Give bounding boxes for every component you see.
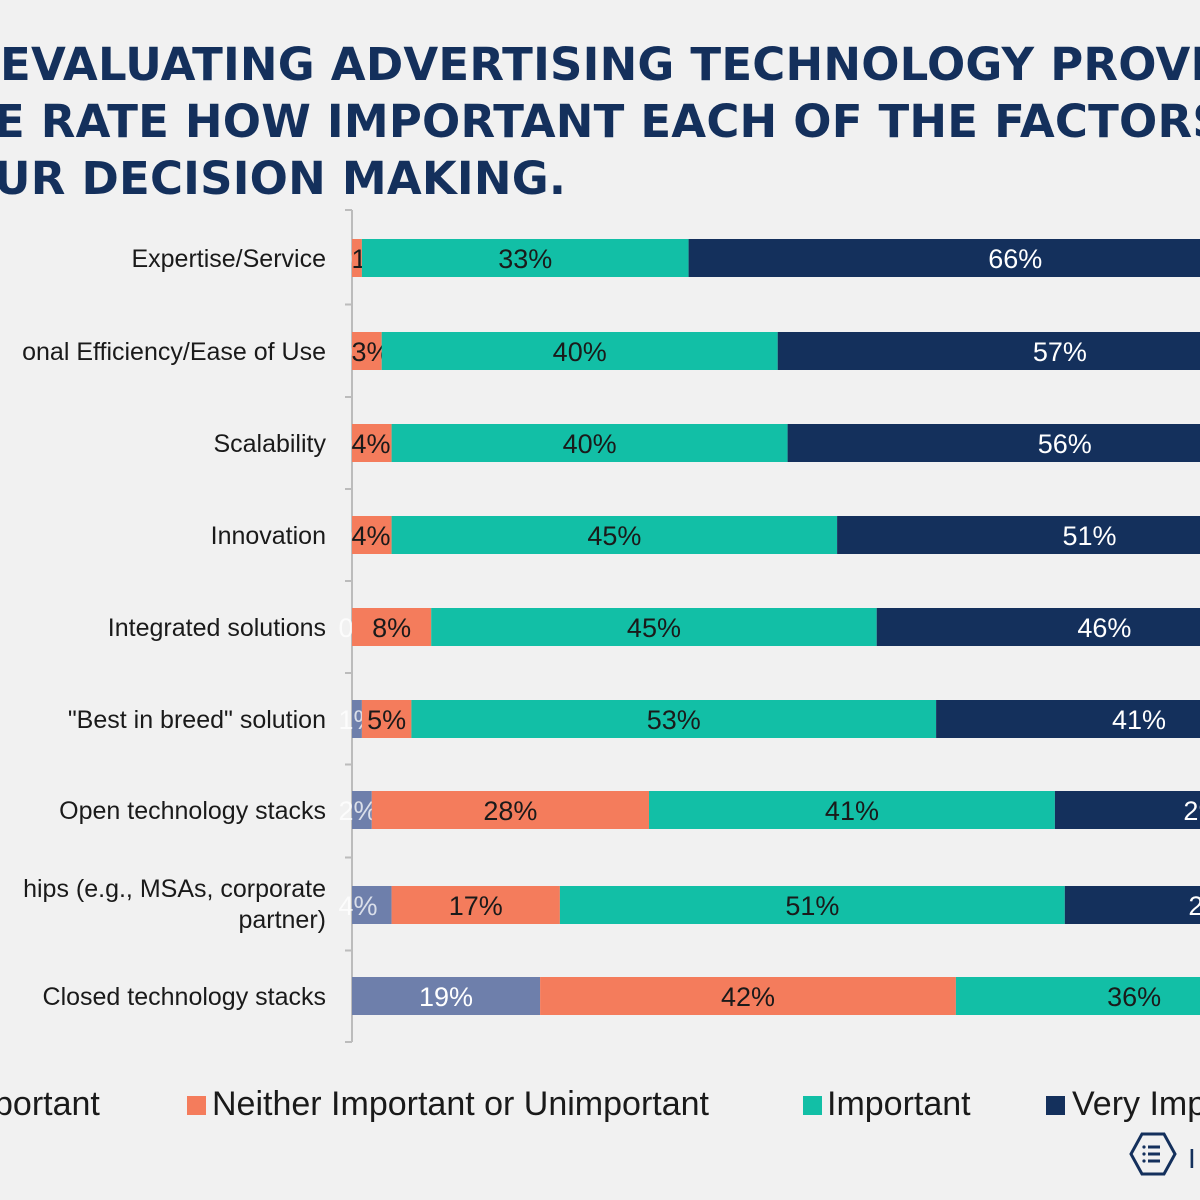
data-label: 19%	[419, 982, 473, 1012]
title-line-2: E RATE HOW IMPORTANT EACH OF THE FACTORS…	[0, 95, 1200, 148]
data-label: 4%	[351, 429, 390, 459]
bar-segment	[955, 977, 1200, 1015]
data-label: 36%	[1107, 982, 1161, 1012]
category-label-line: Closed technology stacks	[43, 983, 326, 1011]
bar-segment	[361, 700, 412, 738]
bar-segment	[688, 239, 1200, 277]
bar-segment	[352, 791, 372, 829]
category-label-line: "Best in breed" solution	[68, 706, 326, 734]
bar-segment	[352, 516, 392, 554]
bar-segment	[411, 700, 937, 738]
bar-segment	[361, 239, 689, 277]
category-label-line: Open technology stacks	[59, 797, 326, 825]
chart-title: EVALUATING ADVERTISING TECHNOLOGY PROVID…	[0, 36, 1200, 207]
category-label-line: hips (e.g., MSAs, corporate	[23, 875, 326, 903]
category-label-line: partner)	[238, 906, 326, 934]
data-label: 46%	[1077, 613, 1131, 643]
data-label: 51%	[1063, 521, 1117, 551]
legend-swatch	[803, 1096, 822, 1115]
bar-segment	[352, 977, 541, 1015]
bar-segment	[352, 886, 392, 924]
category-label-line: onal Efficiency/Ease of Use	[22, 338, 326, 366]
bar-segment	[559, 886, 1065, 924]
category-label-line: Integrated solutions	[108, 614, 326, 642]
data-label: 8%	[372, 613, 411, 643]
bar-segment	[876, 608, 1200, 646]
bar-segment	[371, 791, 649, 829]
bar-segment	[352, 700, 362, 738]
data-label: 41%	[1112, 705, 1166, 735]
legend: portant Neither Important or Unimportant I…	[0, 1084, 1200, 1128]
data-label: 42%	[721, 982, 775, 1012]
data-label: 56%	[1038, 429, 1092, 459]
logo-text: I	[1188, 1143, 1196, 1174]
bar-segment	[352, 424, 392, 462]
data-label: 40%	[553, 337, 607, 367]
data-label: 33%	[498, 244, 552, 274]
bar-segment	[352, 239, 362, 277]
bar-segment	[1064, 886, 1200, 924]
data-label: 51%	[785, 891, 839, 921]
data-label: 4%	[351, 521, 390, 551]
data-label: 5%	[367, 705, 406, 735]
bar-segment	[352, 608, 432, 646]
data-label: 2%	[338, 796, 377, 826]
data-label: 4%	[338, 891, 377, 921]
category-label: Scalability	[213, 430, 326, 458]
category-label-line: Scalability	[213, 430, 326, 458]
title-line-3: UR DECISION MAKING.	[0, 152, 567, 205]
bar-segment	[540, 977, 956, 1015]
category-label: onal Efficiency/Ease of Use	[22, 338, 326, 366]
bar-segment	[787, 424, 1200, 462]
category-label: hips (e.g., MSAs, corporate partner)	[23, 875, 326, 934]
category-label: Integrated solutions	[108, 614, 326, 642]
data-label: 28	[1188, 891, 1200, 921]
legend-label: portant	[0, 1085, 100, 1123]
data-label: 41%	[825, 796, 879, 826]
data-label: 45%	[627, 613, 681, 643]
category-label: Expertise/Service	[131, 245, 326, 273]
bar-segment	[391, 424, 788, 462]
category-label-line: Expertise/Service	[131, 245, 326, 273]
data-label: 57%	[1033, 337, 1087, 367]
category-label: Innovation	[211, 522, 326, 550]
bar-segment	[431, 608, 877, 646]
bar-segment	[837, 516, 1200, 554]
data-label: 45%	[587, 521, 641, 551]
category-label: Closed technology stacks	[43, 983, 326, 1011]
data-label: 29	[1183, 796, 1200, 826]
bar-segment	[649, 791, 1055, 829]
legend-label: Very Imp	[1072, 1085, 1200, 1123]
stacked-bar-chart: Expertise/Service onal Efficiency/Ease of…	[22, 209, 1200, 1043]
data-label: 66%	[988, 244, 1042, 274]
legend-swatch	[187, 1096, 206, 1115]
legend-label: Neither Important or Unimportant	[212, 1085, 709, 1123]
legend-swatch	[1046, 1096, 1065, 1115]
data-label: 53%	[647, 705, 701, 735]
data-label: 40%	[563, 429, 617, 459]
category-label-line: Innovation	[211, 522, 326, 550]
logo: I	[1118, 1126, 1200, 1200]
category-label: Open technology stacks	[59, 797, 326, 825]
category-label: "Best in breed" solution	[68, 706, 326, 734]
data-label: 28%	[483, 796, 537, 826]
legend-label: Important	[827, 1085, 971, 1123]
hexagon-list-icon: I	[1129, 1132, 1196, 1176]
data-label: 17%	[449, 891, 503, 921]
bar-segment	[352, 332, 382, 370]
title-line-1: EVALUATING ADVERTISING TECHNOLOGY PROVID…	[0, 38, 1200, 91]
bar-segment	[936, 700, 1200, 738]
bar-segment	[777, 332, 1200, 370]
bar-segment	[381, 332, 778, 370]
bar-segment	[391, 516, 838, 554]
bar-segment	[391, 886, 560, 924]
bar-segment	[1054, 791, 1200, 829]
